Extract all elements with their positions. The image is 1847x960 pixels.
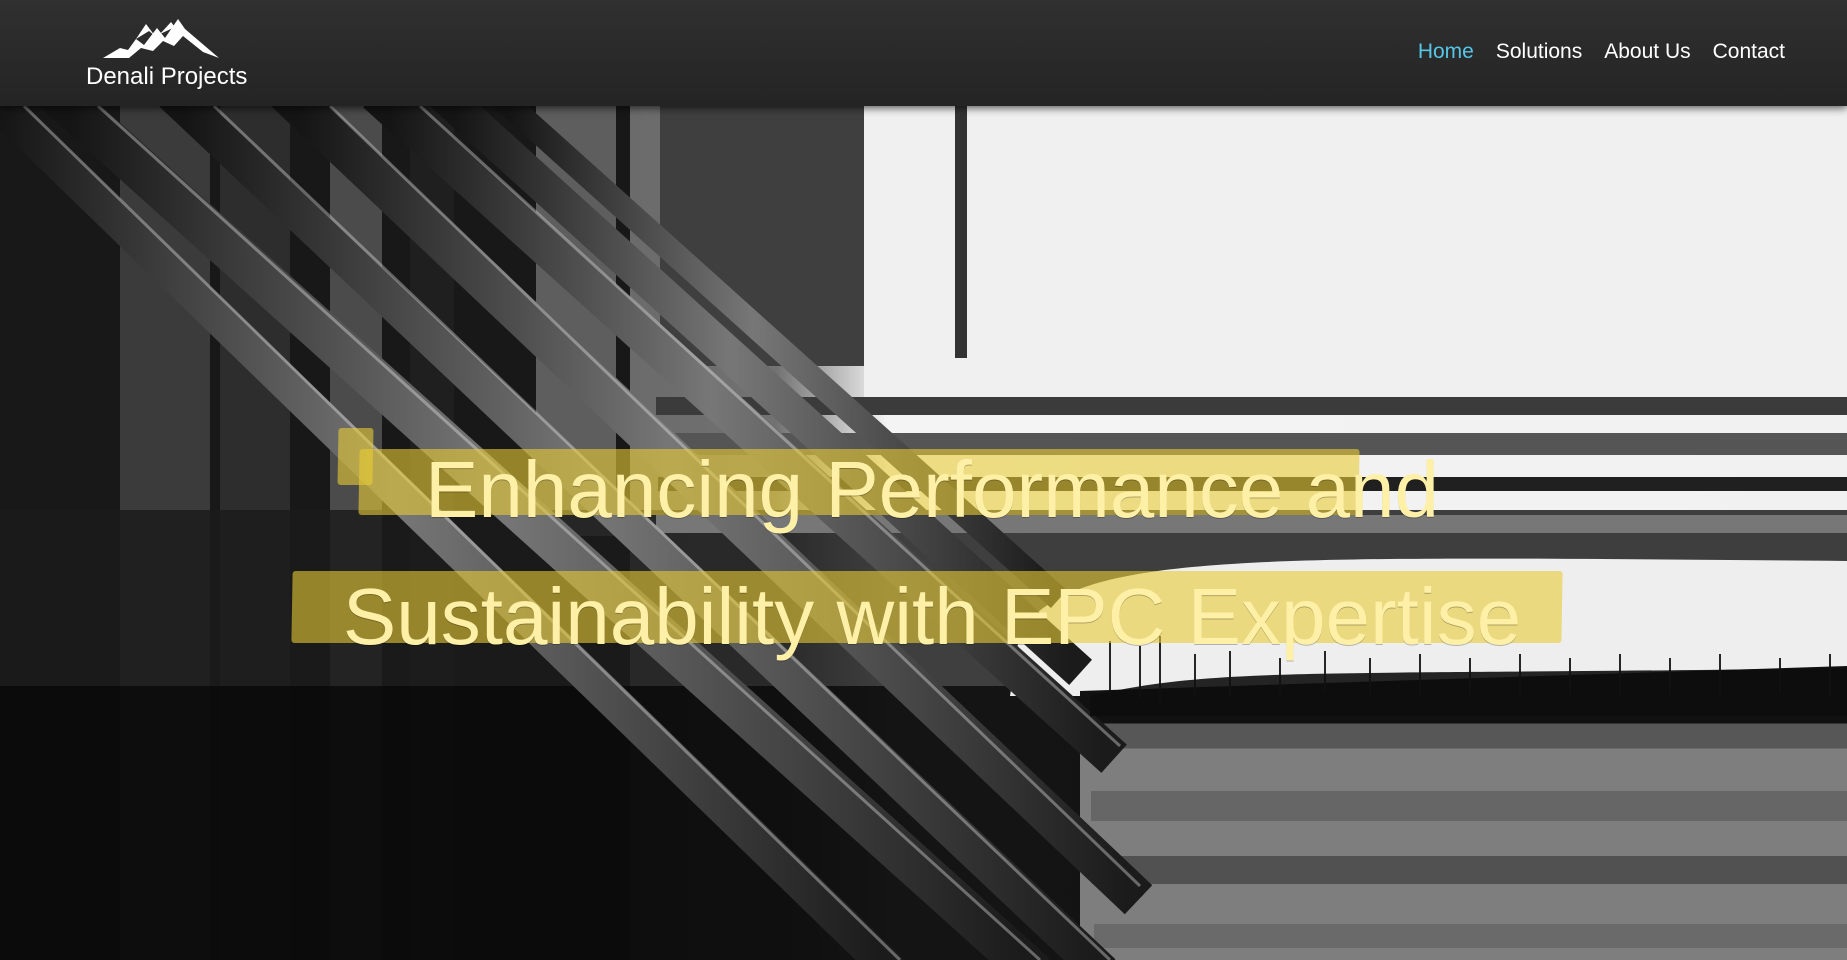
mountain-icon xyxy=(103,19,219,58)
industrial-pipes-background xyxy=(0,106,1847,960)
nav-home[interactable]: Home xyxy=(1417,40,1474,63)
nav-contact[interactable]: Contact xyxy=(1712,40,1785,63)
hero-headline: Enhancing Performance and Sustainability… xyxy=(342,445,1522,661)
main-navigation: Home Solutions About Us Contact xyxy=(1418,39,1785,65)
site-header: Denali Projects Home Solutions About Us … xyxy=(0,0,1847,106)
brand-name: Denali Projects xyxy=(86,63,248,90)
hero-headline-group: Enhancing Performance and Sustainability… xyxy=(291,371,1572,661)
hero-section: Enhancing Performance and Sustainability… xyxy=(0,106,1847,960)
nav-about-us[interactable]: About Us xyxy=(1604,40,1691,63)
brand-logo-link[interactable]: Denali Projects xyxy=(86,14,256,92)
nav-solutions[interactable]: Solutions xyxy=(1495,40,1583,63)
